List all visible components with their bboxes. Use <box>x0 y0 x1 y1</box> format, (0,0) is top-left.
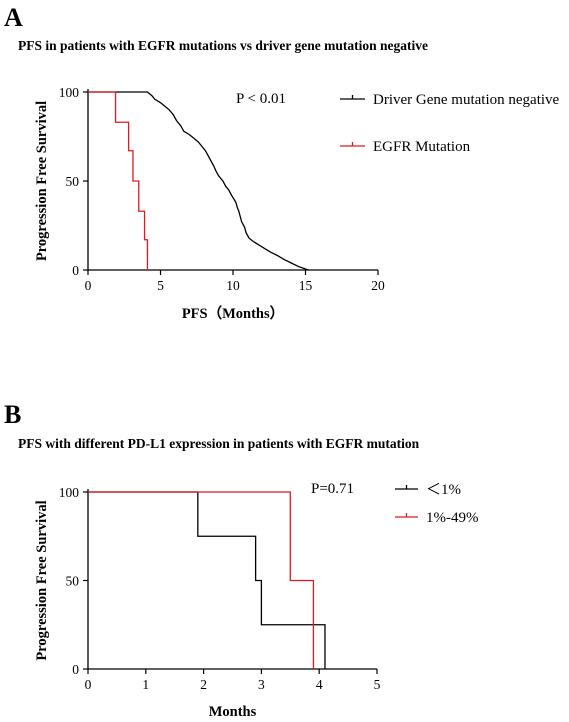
panel-b-title: PFS with different PD-L1 expression in p… <box>18 436 420 451</box>
x-tick-label: 4 <box>316 677 323 692</box>
x-tick-label: 0 <box>85 278 92 293</box>
p-value-annotation: P < 0.01 <box>236 91 286 107</box>
panel-b-label: B <box>4 400 22 429</box>
km-curve-1 <box>88 491 326 669</box>
x-tick-label: 15 <box>299 278 313 293</box>
legend-label-1: ＜1% <box>426 482 461 498</box>
y-tick-label: 50 <box>66 174 80 189</box>
legend-label-2: EGFR Mutation <box>373 139 471 155</box>
x-tick-label: 1 <box>142 677 149 692</box>
panel-a-title: PFS in patients with EGFR mutations vs d… <box>18 38 429 53</box>
y-tick-label: 100 <box>59 85 80 100</box>
x-axis-title: Months <box>209 704 257 720</box>
x-tick-label: 10 <box>226 278 240 293</box>
x-tick-label: 20 <box>371 278 385 293</box>
x-tick-label: 0 <box>85 677 92 692</box>
y-axis-title: Progression Free Survival <box>34 500 50 660</box>
km-curve-2 <box>88 91 149 270</box>
km-curve-2 <box>88 491 315 669</box>
y-tick-label: 100 <box>59 485 80 500</box>
y-tick-label: 0 <box>72 662 79 677</box>
x-tick-label: 2 <box>200 677 207 692</box>
x-tick-label: 5 <box>157 278 164 293</box>
km-curve-1 <box>88 91 309 271</box>
x-tick-label: 5 <box>374 677 381 692</box>
y-axis-title: Progression Free Survival <box>34 101 50 261</box>
y-tick-label: 0 <box>72 263 79 278</box>
x-axis-title: PFS（Months） <box>182 304 284 322</box>
legend-label-1: Driver Gene mutation negative <box>373 92 560 108</box>
chart-a: 0 5 10 15 20 0 50 100 PFS（Months） Progression Fre… <box>34 85 560 322</box>
x-tick-label: 3 <box>258 677 265 692</box>
y-tick-label: 50 <box>66 574 80 589</box>
legend-label-2: 1%-49% <box>426 510 479 526</box>
p-value-annotation: P=0.71 <box>311 481 354 497</box>
panel-a-label: A <box>4 3 23 32</box>
